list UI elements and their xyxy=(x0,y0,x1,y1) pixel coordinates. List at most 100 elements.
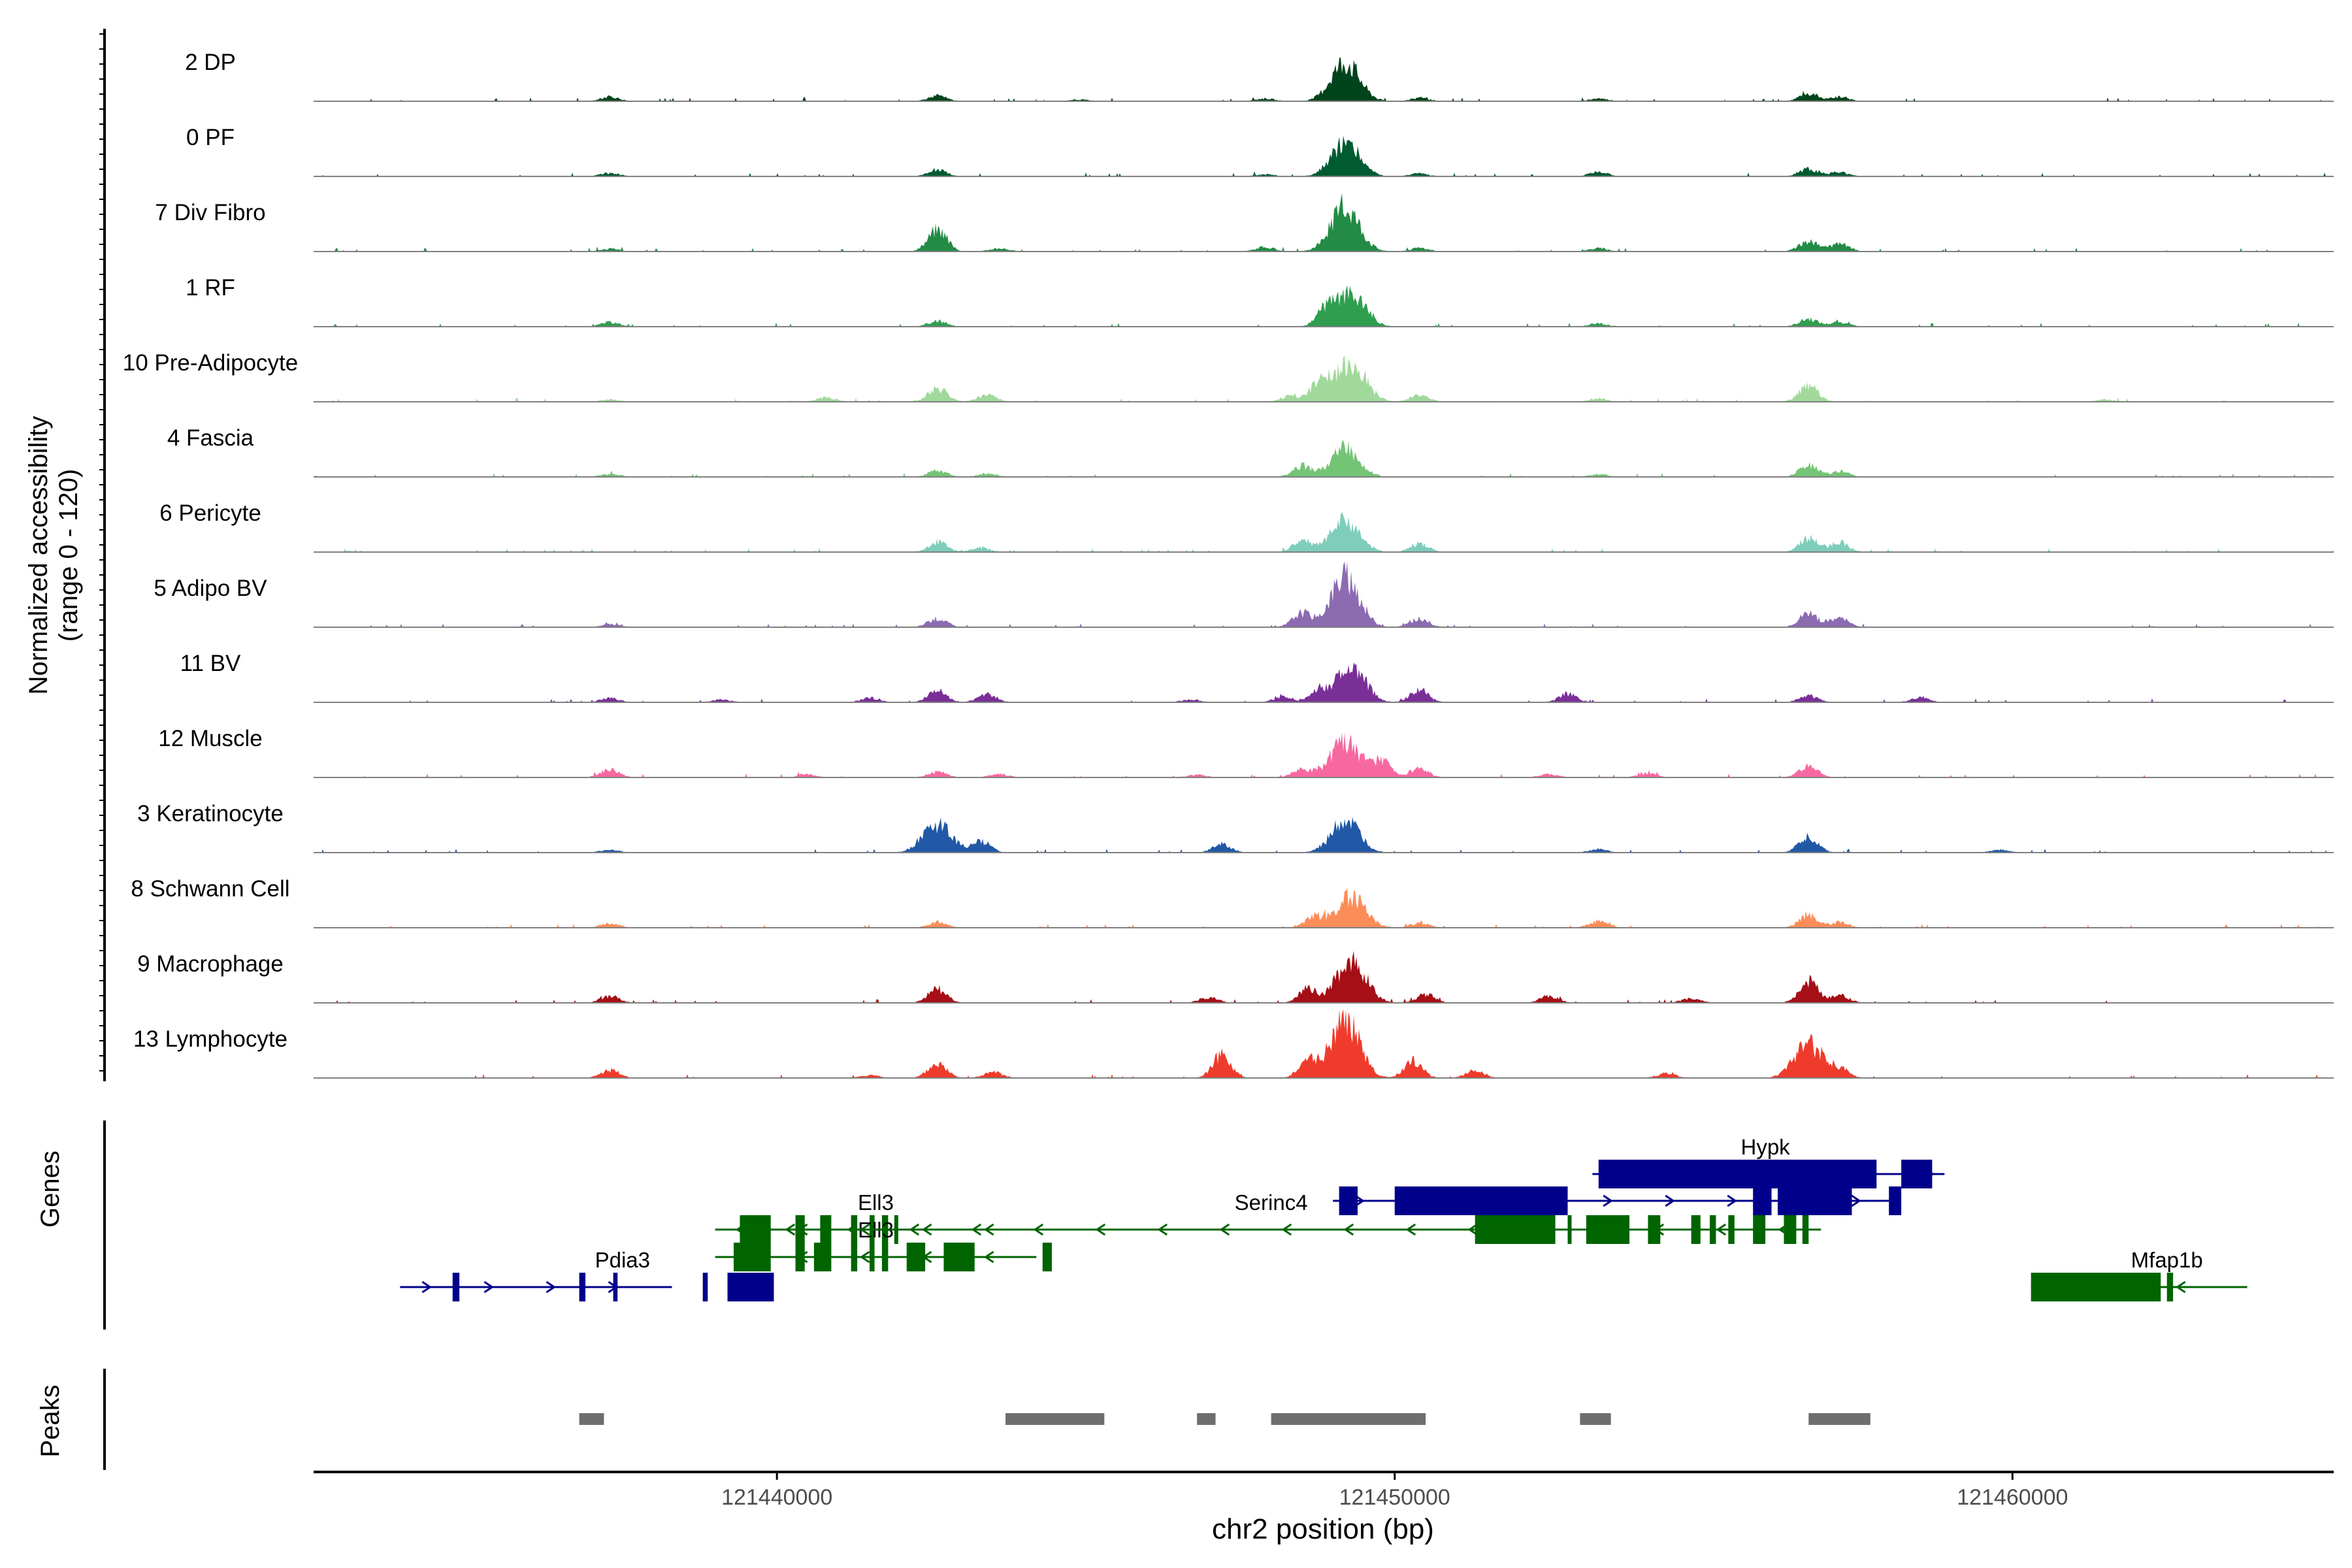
coverage-area xyxy=(314,1009,2334,1078)
exon xyxy=(1709,1215,1716,1244)
strand-arrow xyxy=(1281,1223,1292,1236)
exon xyxy=(613,1273,618,1301)
coverage-area xyxy=(314,561,2334,627)
strand-arrow xyxy=(421,1281,433,1294)
exon xyxy=(881,1243,889,1271)
track-4: 1 RF xyxy=(186,275,2334,327)
track-label: 5 Adipo BV xyxy=(154,576,267,601)
strand-arrow xyxy=(1157,1223,1168,1236)
strand-arrow xyxy=(1851,1194,1861,1207)
gene-label: Serinc4 xyxy=(1235,1190,1308,1215)
coverage-tracks: 2 DP 0 PF 7 Div Fibro 1 RF 10 Pre-Adipocyte 4… xyxy=(99,29,2334,1081)
track-8: 5 Adipo BV xyxy=(154,561,2334,628)
strand-arrow xyxy=(1095,1223,1106,1236)
gene-hypk: Hypk xyxy=(1592,1135,1945,1188)
exon xyxy=(795,1243,805,1271)
exon xyxy=(2166,1273,2174,1301)
track-label: 8 Schwann Cell xyxy=(131,876,289,902)
track-label: 12 Muscle xyxy=(158,726,263,751)
exon xyxy=(1598,1160,1877,1188)
peaks-track xyxy=(579,1413,1870,1425)
exon xyxy=(1728,1215,1735,1244)
peak-region xyxy=(1005,1413,1105,1425)
gene-label: Pdia3 xyxy=(595,1248,650,1272)
y-axis-range-label: (range 0 - 120) xyxy=(54,469,83,642)
gene-label: Ell3 xyxy=(858,1190,894,1215)
exon xyxy=(1567,1215,1572,1244)
exon xyxy=(1753,1186,1772,1215)
strand-arrow xyxy=(1354,1194,1365,1207)
track-label: 4 Fascia xyxy=(167,425,254,451)
track-label: 0 PF xyxy=(186,125,235,150)
coverage-area xyxy=(314,285,2334,327)
track-label: 13 Lymphocyte xyxy=(133,1026,287,1052)
y-axis-label-group: Normalized accessibility (range 0 - 120) xyxy=(24,416,83,695)
gene-label: Hypk xyxy=(1740,1135,1790,1159)
track-label: 7 Div Fibro xyxy=(155,200,265,225)
track-3: 7 Div Fibro xyxy=(155,193,2334,252)
track-1: 2 DP xyxy=(185,50,2334,102)
exon xyxy=(1901,1160,1933,1188)
exon xyxy=(1691,1215,1701,1244)
track-5: 10 Pre-Adipocyte xyxy=(123,350,2334,402)
strand-arrow xyxy=(859,1250,870,1264)
peak-region xyxy=(1580,1413,1611,1425)
strand-arrow xyxy=(971,1223,982,1236)
strand-arrow xyxy=(483,1281,495,1294)
gene-track: Pdia3Ell3Ell3Serinc4Serf2HypkMfap1b xyxy=(400,1135,2247,1301)
exon xyxy=(579,1273,586,1301)
strand-arrow xyxy=(847,1223,858,1236)
track-label: 9 Macrophage xyxy=(137,951,284,977)
coverage-area xyxy=(314,135,2334,176)
exon xyxy=(1777,1186,1852,1215)
strand-arrow xyxy=(1716,1223,1727,1236)
x-axis: 121440000 121450000 121460000 xyxy=(314,1471,2334,1510)
coverage-area xyxy=(314,355,2334,402)
exon xyxy=(943,1243,975,1271)
x-axis-label: chr2 position (bp) xyxy=(1212,1513,1434,1545)
strand-arrow xyxy=(1727,1194,1737,1207)
track-6: 4 Fascia xyxy=(167,425,2334,478)
exon xyxy=(851,1243,858,1271)
coverage-area xyxy=(314,732,2334,777)
track-13: 9 Macrophage xyxy=(137,951,2334,1004)
peak-region xyxy=(1808,1413,1870,1425)
exon xyxy=(1394,1186,1568,1215)
exon xyxy=(727,1273,774,1301)
y-axis-label: Normalized accessibility xyxy=(24,416,53,695)
strand-arrow xyxy=(1405,1223,1416,1236)
track-12: 8 Schwann Cell xyxy=(131,876,2334,928)
track-10: 12 Muscle xyxy=(158,726,2334,778)
track-label: 6 Pericyte xyxy=(159,500,261,526)
gene-label: Mfap1b xyxy=(2131,1248,2203,1272)
peak-region xyxy=(1271,1413,1426,1425)
coverage-area xyxy=(314,512,2334,552)
track-label: 10 Pre-Adipocyte xyxy=(123,350,298,376)
exon xyxy=(1802,1215,1809,1244)
exon xyxy=(1784,1215,1797,1244)
strand-arrow xyxy=(546,1281,557,1294)
strand-arrow xyxy=(1467,1223,1478,1236)
peak-region xyxy=(1197,1413,1216,1425)
exon xyxy=(813,1243,832,1271)
track-label: 11 BV xyxy=(180,651,241,676)
track-11: 3 Keratinocyte xyxy=(137,801,2334,853)
exon xyxy=(733,1243,771,1271)
strand-arrow xyxy=(2175,1281,2186,1294)
strand-arrow xyxy=(1033,1223,1044,1236)
strand-arrow xyxy=(785,1223,796,1236)
track-14: 13 Lymphocyte xyxy=(133,1009,2334,1079)
coverage-area xyxy=(314,888,2334,928)
strand-arrow xyxy=(1343,1223,1354,1236)
gene-serinc4: Serinc4 xyxy=(764,1190,1821,1244)
x-tick-label: 121440000 xyxy=(721,1485,832,1510)
track-label: 2 DP xyxy=(185,50,236,75)
exon xyxy=(1042,1243,1052,1271)
exon xyxy=(702,1273,708,1301)
track-label: 1 RF xyxy=(186,275,235,301)
gene-pdia3: Pdia3 xyxy=(400,1248,774,1301)
track-7: 6 Pericyte xyxy=(159,500,2334,553)
strand-arrow xyxy=(983,1250,994,1264)
strand-arrow xyxy=(909,1223,920,1236)
